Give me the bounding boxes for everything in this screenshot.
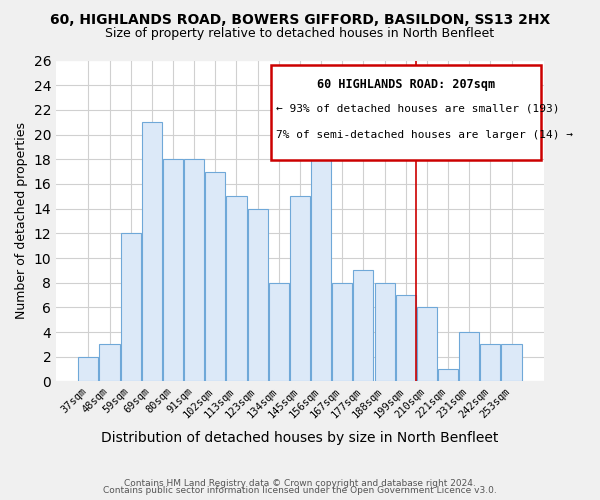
- Bar: [417, 308, 437, 382]
- Bar: [353, 270, 373, 382]
- Bar: [459, 332, 479, 382]
- Text: 60 HIGHLANDS ROAD: 207sqm: 60 HIGHLANDS ROAD: 207sqm: [317, 78, 495, 91]
- FancyBboxPatch shape: [271, 66, 541, 160]
- Bar: [184, 160, 204, 382]
- Text: Contains public sector information licensed under the Open Government Licence v3: Contains public sector information licen…: [103, 486, 497, 495]
- Bar: [332, 282, 352, 382]
- Bar: [142, 122, 162, 382]
- Bar: [438, 369, 458, 382]
- Bar: [163, 160, 183, 382]
- Bar: [395, 295, 416, 382]
- Bar: [502, 344, 521, 382]
- Text: Contains HM Land Registry data © Crown copyright and database right 2024.: Contains HM Land Registry data © Crown c…: [124, 478, 476, 488]
- Text: 60, HIGHLANDS ROAD, BOWERS GIFFORD, BASILDON, SS13 2HX: 60, HIGHLANDS ROAD, BOWERS GIFFORD, BASI…: [50, 12, 550, 26]
- Bar: [290, 196, 310, 382]
- Text: ← 93% of detached houses are smaller (193): ← 93% of detached houses are smaller (19…: [275, 104, 559, 114]
- Bar: [100, 344, 119, 382]
- Bar: [481, 344, 500, 382]
- Bar: [205, 172, 226, 382]
- Bar: [269, 282, 289, 382]
- Y-axis label: Number of detached properties: Number of detached properties: [15, 122, 28, 320]
- Bar: [121, 234, 141, 382]
- Bar: [311, 147, 331, 382]
- Bar: [248, 208, 268, 382]
- X-axis label: Distribution of detached houses by size in North Benfleet: Distribution of detached houses by size …: [101, 431, 499, 445]
- Bar: [79, 357, 98, 382]
- Text: Size of property relative to detached houses in North Benfleet: Size of property relative to detached ho…: [106, 28, 494, 40]
- Text: 7% of semi-detached houses are larger (14) →: 7% of semi-detached houses are larger (1…: [275, 130, 572, 140]
- Bar: [374, 282, 395, 382]
- Bar: [226, 196, 247, 382]
